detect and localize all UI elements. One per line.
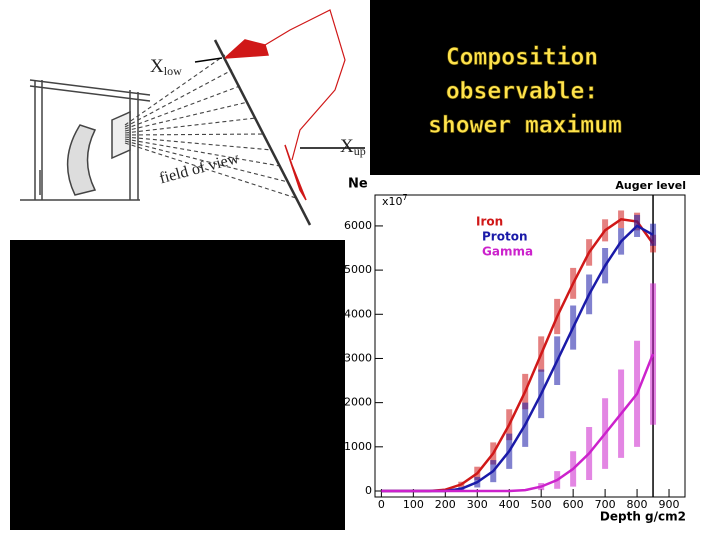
y-tick-label: 1000: [344, 440, 372, 453]
x-low-label: Xlow: [150, 56, 182, 77]
profile-curve: [264, 9, 346, 161]
field-of-view-label: field of view: [158, 150, 242, 188]
title-line: Composition: [446, 45, 598, 71]
x-tick-label: 100: [403, 498, 424, 511]
y-multiplier: x107: [382, 193, 408, 209]
series-line: [381, 353, 655, 493]
y-tick-label: 5000: [344, 263, 372, 276]
legend-entry: Proton: [482, 230, 527, 244]
x-tick-label: 300: [467, 498, 488, 511]
y-axis-label: Ne: [348, 177, 368, 192]
track-axis: [213, 39, 312, 226]
detector-diagram: [20, 9, 365, 226]
profile-up: [284, 144, 307, 201]
field-rays: [124, 54, 297, 199]
x-up-label: Xup: [340, 136, 366, 157]
camera: [111, 110, 131, 160]
x-tick-label: 200: [435, 498, 456, 511]
title-line: observable:: [446, 79, 598, 105]
x-tick-label: 400: [499, 498, 520, 511]
y-tick-label: 2000: [344, 396, 372, 409]
x-tick-label: 800: [627, 498, 648, 511]
subscript: low: [164, 64, 182, 78]
x-tick-label: 600: [563, 498, 584, 511]
symbol: X: [150, 56, 164, 77]
chart-panel: [345, 175, 690, 525]
symbol: X: [340, 136, 354, 157]
x-tick-label: 700: [595, 498, 616, 511]
chart: 0 1000 2000 3000 4000 5000 6000 0 100 200 300 400 50…: [344, 177, 686, 524]
y-tick-label: 4000: [344, 307, 372, 320]
annotation: Auger level: [615, 179, 686, 192]
y-tick-label: 6000: [344, 219, 372, 232]
plot-frame: [374, 194, 686, 498]
multiplier-exponent: 7: [403, 193, 408, 202]
y-tick-label: 3000: [344, 351, 372, 364]
legend-entry: Gamma: [482, 245, 533, 259]
mirror: [66, 124, 97, 196]
x-axis-label: Depth g/cm2: [600, 510, 686, 524]
pointers: [194, 57, 365, 149]
subscript: up: [354, 144, 366, 158]
black-panel: [10, 240, 345, 530]
multiplier-base: x10: [382, 195, 403, 208]
x-tick-label: 0: [378, 498, 385, 511]
legend-entry: Iron: [476, 215, 503, 229]
title-line: shower maximum: [428, 113, 622, 139]
title-panel: [370, 0, 700, 175]
x-tick-label: 500: [531, 498, 552, 511]
x-tick-label: 900: [659, 498, 680, 511]
profile-low: [224, 39, 269, 59]
y-tick-label: 0: [365, 484, 372, 497]
